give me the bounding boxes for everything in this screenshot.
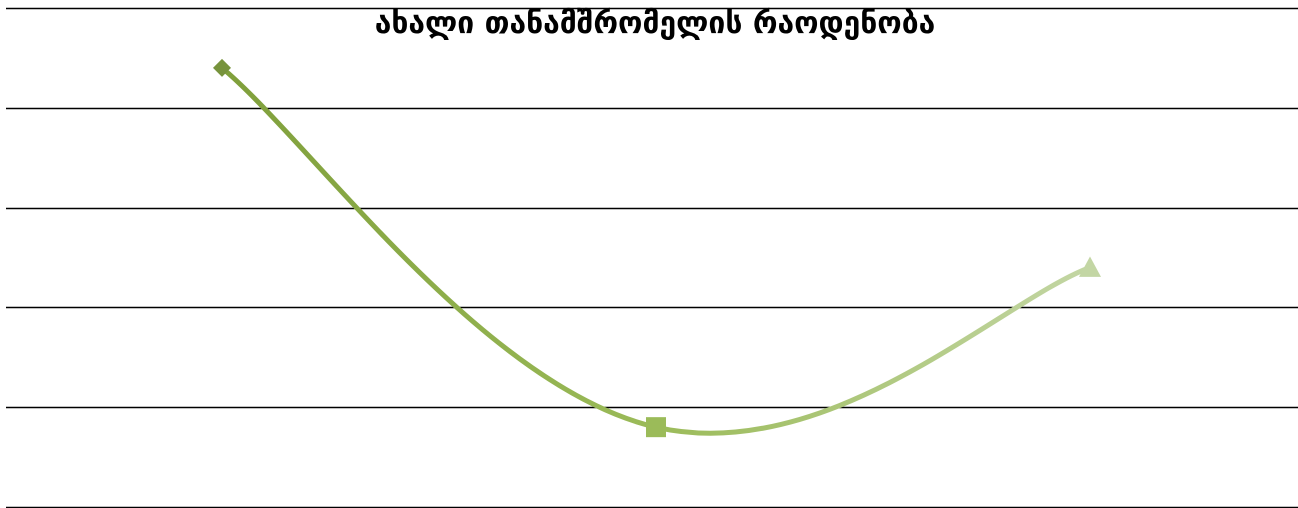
series-layer [219, 65, 1093, 436]
data-point-marker-2 [646, 417, 666, 438]
series-line [219, 65, 1093, 436]
data-point-marker-1 [213, 58, 231, 77]
marker-layer [213, 58, 1101, 438]
data-point-marker-3 [1079, 256, 1101, 277]
chart-title: ახალი თანამშრომელის რაოდენობა [375, 6, 935, 41]
